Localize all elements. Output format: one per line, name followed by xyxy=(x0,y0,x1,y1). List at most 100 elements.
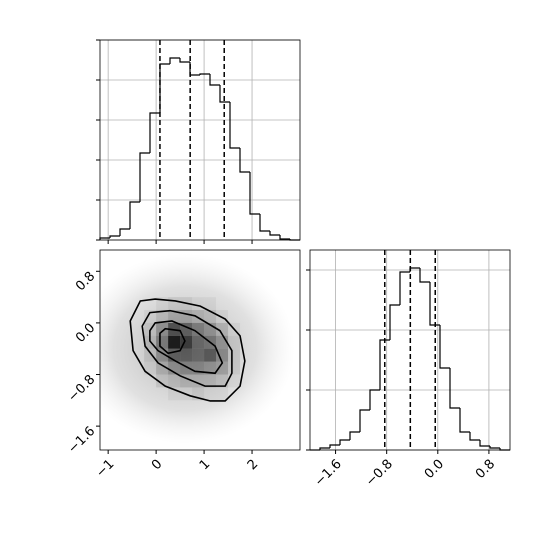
density-cell xyxy=(156,322,169,336)
contour xyxy=(149,320,224,375)
density-cell xyxy=(168,374,181,388)
density-cell xyxy=(216,310,229,323)
hist-step xyxy=(429,282,440,326)
hist-step xyxy=(479,440,490,447)
panel: −1 0 1 2 −1.6 −0.8 0.0 0.8 xyxy=(65,249,301,481)
density-cell xyxy=(228,310,240,323)
density-cell xyxy=(144,348,157,362)
density-cell xyxy=(192,322,205,336)
hist-step xyxy=(389,304,400,340)
hist-step xyxy=(219,85,230,103)
density-cell xyxy=(168,348,181,362)
hist-step xyxy=(119,228,130,236)
scatter-cloud xyxy=(100,253,295,444)
hist-step xyxy=(229,102,240,149)
hist-step xyxy=(279,235,290,240)
hist-step xyxy=(419,268,430,283)
density-cell xyxy=(180,335,193,349)
x-tick-label: 0 xyxy=(149,457,165,473)
density-cell xyxy=(156,348,169,362)
density-cell xyxy=(180,310,193,323)
axes-frame xyxy=(99,39,301,241)
hist-step xyxy=(379,339,390,390)
density-cell xyxy=(216,348,229,362)
x-tick-label: −0.8 xyxy=(363,457,396,490)
hist-step xyxy=(149,112,160,153)
hist-step xyxy=(489,446,500,449)
hist-step xyxy=(239,148,250,173)
density-cell xyxy=(204,361,217,375)
density-cell xyxy=(156,387,168,400)
hist-step xyxy=(359,409,370,432)
y-tick-label: 0.8 xyxy=(73,269,98,294)
density-cell xyxy=(216,361,229,375)
hist-step xyxy=(449,368,460,409)
contour xyxy=(141,309,233,387)
density-cell xyxy=(204,322,217,336)
y-tick-label: −1.6 xyxy=(65,424,98,457)
density-cell xyxy=(216,335,229,349)
hist-step xyxy=(139,152,150,202)
density-cell xyxy=(180,361,193,375)
density-cell xyxy=(168,297,181,310)
hist-step xyxy=(349,431,360,440)
density-cell xyxy=(228,374,241,388)
density-cell xyxy=(180,322,193,336)
hist-step xyxy=(369,389,380,410)
hist-step xyxy=(269,231,280,236)
y-tick-label: 0.0 xyxy=(73,321,98,346)
hist-step xyxy=(109,235,120,238)
density-cell xyxy=(156,374,169,388)
density-cell xyxy=(216,322,229,336)
hist-step xyxy=(469,432,480,441)
hist-step xyxy=(259,214,270,232)
contour xyxy=(159,327,186,355)
density-cell xyxy=(156,361,169,375)
density-cell xyxy=(156,310,169,323)
x-tick-label: 0.8 xyxy=(473,457,498,482)
density-cell xyxy=(192,335,205,349)
hist-step xyxy=(439,325,450,369)
axes-frame xyxy=(309,249,511,451)
hist-step xyxy=(169,57,180,64)
density-cell xyxy=(192,348,205,362)
panel: −1.6 −0.8 0.0 0.8 xyxy=(306,249,511,490)
y-tick-label: −0.8 xyxy=(65,372,98,405)
density-cell xyxy=(192,297,205,310)
hist-step xyxy=(319,447,330,450)
hist-step xyxy=(249,172,260,215)
hist-step xyxy=(159,63,170,113)
panel xyxy=(96,39,301,244)
density-cell xyxy=(204,387,217,401)
density-cell xyxy=(228,348,241,362)
density-cell xyxy=(156,297,169,310)
hist-step xyxy=(209,74,220,86)
density-cell xyxy=(192,310,205,323)
hist-step xyxy=(399,271,410,305)
density-cell xyxy=(204,297,217,310)
density-cell xyxy=(144,310,157,323)
hist-step xyxy=(179,58,190,63)
x-tick-label: −1 xyxy=(93,457,117,481)
hist2d-body xyxy=(100,253,295,444)
density-cell xyxy=(216,297,228,310)
hist-step xyxy=(189,62,200,76)
density-cell xyxy=(144,387,156,400)
density-cell xyxy=(192,387,205,401)
density-cell xyxy=(180,348,193,362)
density-cell xyxy=(228,297,240,310)
hist-step xyxy=(329,444,340,448)
density-cell xyxy=(228,361,241,375)
density-cell xyxy=(192,374,205,388)
hist-step xyxy=(339,439,350,445)
x-tick-label: 1 xyxy=(197,457,213,473)
density-cell xyxy=(204,374,217,388)
x-tick-label: −1.6 xyxy=(312,457,345,490)
hist-step xyxy=(459,408,470,433)
hist-step xyxy=(199,73,210,75)
density-cell xyxy=(168,361,181,375)
x-tick-label: 2 xyxy=(245,457,261,473)
density-cell xyxy=(168,387,181,401)
density-cell xyxy=(204,348,217,362)
